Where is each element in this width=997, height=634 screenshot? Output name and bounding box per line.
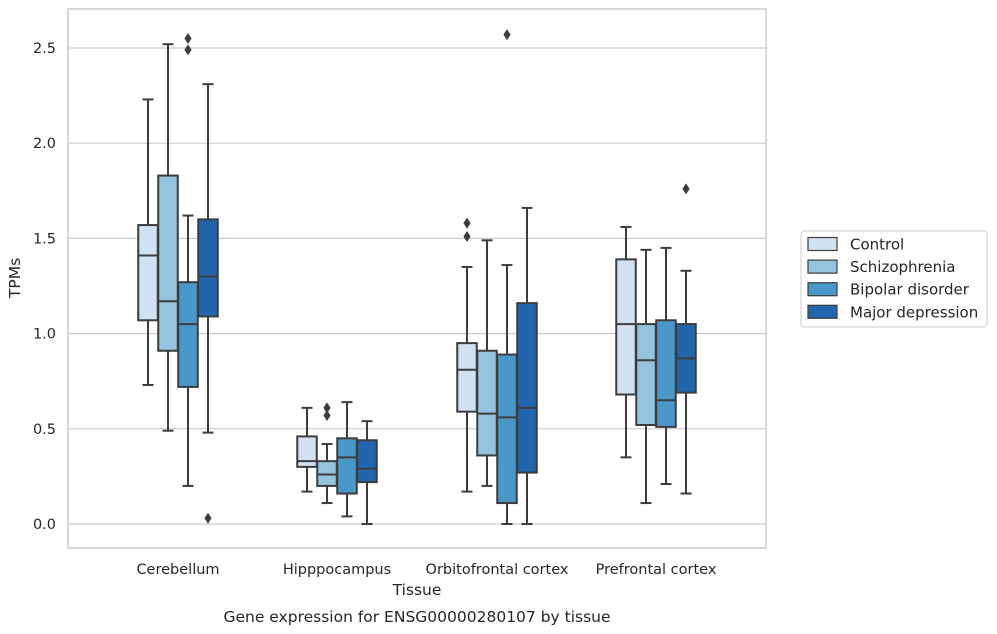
- box-bipolar-disorder: [177, 32, 199, 487]
- box-schizophrenia: [316, 402, 338, 505]
- y-tick-label: 0.5: [33, 422, 56, 438]
- y-tick-label: 2.5: [33, 41, 56, 57]
- x-tick-label: Prefrontal cortex: [596, 562, 717, 578]
- outlier-point: [503, 29, 511, 41]
- box-major-depression: [516, 206, 538, 525]
- boxes: [137, 29, 697, 525]
- box-iqr: [336, 437, 358, 495]
- box-iqr: [615, 258, 637, 396]
- box-iqr: [456, 342, 478, 413]
- outlier-point: [682, 183, 690, 195]
- plot-frame: [67, 8, 767, 549]
- box-schizophrenia: [157, 43, 179, 432]
- box-control: [137, 98, 159, 387]
- y-tick-label: 1.0: [33, 327, 56, 343]
- box-iqr: [177, 281, 199, 388]
- box-control: [456, 217, 478, 493]
- y-tick-labels: 0.0 0.5 1.0 1.5 2.0 2.5: [33, 41, 56, 533]
- box-major-depression: [197, 83, 219, 524]
- legend-swatch: [807, 259, 838, 274]
- outlier-point: [184, 32, 192, 44]
- outlier-point: [323, 402, 331, 414]
- box-iqr: [655, 319, 677, 428]
- box-iqr: [635, 323, 657, 426]
- box-schizophrenia: [476, 239, 498, 487]
- box-iqr: [197, 218, 219, 318]
- box-iqr: [356, 439, 378, 484]
- y-tick-label: 2.0: [33, 136, 56, 152]
- box-major-depression: [675, 183, 697, 495]
- legend-frame: [800, 230, 988, 328]
- box-schizophrenia: [635, 248, 657, 505]
- outlier-point: [463, 217, 471, 229]
- outlier-point: [184, 44, 192, 56]
- box-control: [296, 406, 318, 493]
- box-major-depression: [356, 420, 378, 525]
- box-iqr: [516, 302, 538, 474]
- legend-label: Control: [850, 236, 904, 254]
- legend: Control Schizophrenia Bipolar disorder Majo…: [800, 230, 988, 328]
- legend-label: Bipolar disorder: [850, 281, 970, 299]
- legend-swatch: [807, 304, 838, 319]
- box-bipolar-disorder: [496, 29, 518, 525]
- outlier-point: [463, 230, 471, 242]
- x-tick-labels: Cerebellum Hipppocampus Orbitofrontal cort…: [136, 562, 716, 578]
- x-tick-label: Hipppocampus: [283, 562, 391, 578]
- y-tick-label: 1.5: [33, 231, 56, 247]
- box-iqr: [476, 349, 498, 457]
- legend-swatch: [807, 282, 838, 297]
- legend-label: Schizophrenia: [850, 258, 955, 276]
- legend-swatch: [807, 236, 838, 252]
- y-tick-label: 0.0: [33, 517, 56, 533]
- chart-caption: Gene expression for ENSG00000280107 by t…: [223, 608, 610, 626]
- y-axis-label: TPMs: [6, 258, 24, 299]
- x-axis-label: Tissue: [392, 581, 442, 599]
- x-tick-label: Cerebellum: [136, 562, 219, 578]
- box-iqr: [496, 353, 518, 505]
- outlier-point: [204, 512, 212, 524]
- box-control: [615, 225, 637, 459]
- box-bipolar-disorder: [655, 246, 677, 486]
- outlier-point: [323, 409, 331, 421]
- box-iqr: [137, 224, 159, 322]
- box-bipolar-disorder: [336, 401, 358, 518]
- legend-label: Major depression: [850, 303, 978, 321]
- x-tick-label: Orbitofrontal cortex: [426, 562, 569, 578]
- box-iqr: [157, 174, 179, 352]
- box-iqr: [296, 435, 318, 468]
